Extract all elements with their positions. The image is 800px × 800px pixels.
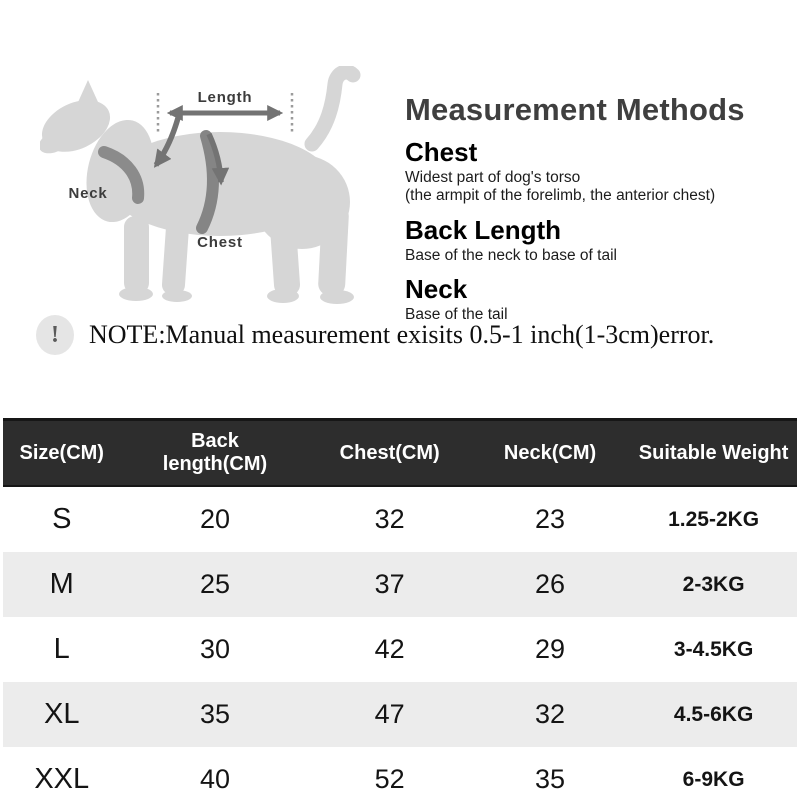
chest-label: Chest: [197, 234, 243, 251]
cell-weight: 3-4.5KG: [673, 637, 754, 661]
methods-title: Measurement Methods: [405, 92, 745, 127]
header-chest: Chest(CM): [309, 418, 470, 487]
cell-size: S: [52, 503, 72, 535]
chest-desc-line2: (the armpit of the forelimb, the anterio…: [405, 187, 716, 205]
cell-neck: 26: [535, 569, 566, 599]
table-row-l: L 30 42 29 3-4.5KG: [3, 617, 797, 682]
note-text: NOTE:Manual measurement exisits 0.5-1 in…: [89, 320, 715, 349]
cell-back-length: 25: [199, 569, 230, 599]
cell-back-length: 20: [199, 504, 230, 534]
neck-desc: Base of the tail: [405, 305, 508, 323]
cell-chest: 37: [374, 569, 405, 599]
cell-neck: 23: [535, 504, 566, 534]
header-back-length: Back length(CM): [120, 418, 310, 487]
cell-chest: 32: [374, 504, 405, 534]
cell-chest: 52: [374, 764, 405, 794]
chest-desc-line1: Widest part of dog's torso: [405, 169, 581, 186]
cell-weight: 4.5-6KG: [673, 702, 754, 726]
header-neck: Neck(CM): [469, 418, 631, 487]
cell-weight: 1.25-2KG: [668, 507, 760, 531]
back-length-desc: Base of the neck to base of tail: [405, 246, 617, 264]
cell-weight: 6-9KG: [682, 767, 745, 791]
dog-tail: [304, 66, 361, 152]
table-row-xl: XL 35 47 32 4.5-6KG: [3, 682, 797, 747]
table-row-s: S 20 32 23 1.25-2KG: [3, 486, 797, 552]
dog-measurement-diagram: Length Neck Chest: [40, 66, 385, 324]
cell-back-length: 35: [199, 699, 230, 729]
neck-label: Neck: [68, 185, 107, 202]
header-size: Size(CM): [3, 418, 121, 487]
cell-weight: 2-3KG: [682, 572, 745, 596]
neck-heading: Neck: [405, 273, 468, 304]
chest-heading: Chest: [405, 137, 478, 167]
back-length-heading: Back Length: [405, 214, 562, 245]
cell-size: L: [53, 633, 70, 665]
neck-arrow: [153, 117, 181, 168]
chest-arrow: [206, 132, 230, 186]
cell-neck: 29: [535, 634, 566, 664]
cell-chest: 47: [374, 699, 405, 729]
header-suitable-weight: Suitable Weight: [630, 418, 797, 487]
size-table: Size(CM) Back length(CM) Chest(CM) Neck(…: [3, 418, 797, 800]
measurement-arrows: [153, 93, 294, 186]
cell-size: M: [49, 568, 74, 600]
note-row: ! NOTE:Manual measurement exisits 0.5-1 …: [36, 315, 714, 355]
cell-size: XXL: [34, 763, 90, 795]
size-table-header-row: Size(CM) Back length(CM) Chest(CM) Neck(…: [3, 418, 797, 487]
cell-neck: 32: [535, 699, 566, 729]
exclamation-icon: !: [36, 315, 74, 355]
cell-size: XL: [44, 698, 80, 730]
neck-strap: [98, 146, 145, 204]
cell-chest: 42: [374, 634, 405, 664]
dog-diagram-svg: Length Neck Chest: [40, 66, 361, 304]
cell-neck: 35: [535, 764, 566, 794]
table-row-xxl: XXL 40 52 35 6-9KG: [3, 747, 797, 800]
cell-back-length: 30: [199, 634, 230, 664]
length-label: Length: [198, 89, 253, 106]
measurement-methods: Measurement Methods Chest Widest part of…: [405, 92, 797, 324]
cell-back-length: 40: [199, 764, 230, 794]
dog-ear: [70, 80, 108, 124]
table-row-m: M 25 37 26 2-3KG: [3, 552, 797, 617]
